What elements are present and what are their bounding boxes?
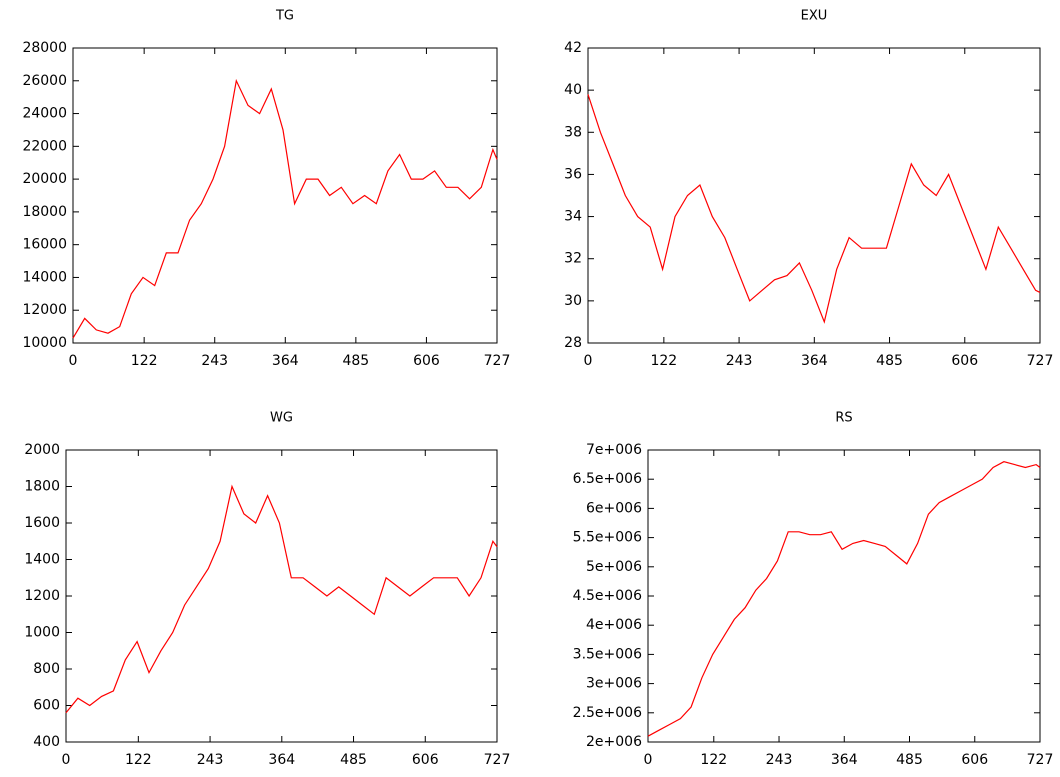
x-tick-label: 122 [700, 752, 727, 768]
x-tick-label: 364 [272, 353, 299, 369]
y-tick-label: 38 [564, 124, 582, 140]
x-tick-label: 485 [340, 752, 367, 768]
y-tick-label: 10000 [22, 335, 67, 351]
y-tick-label: 18000 [22, 204, 67, 220]
x-tick-label: 243 [197, 752, 224, 768]
y-tick-label: 28 [564, 335, 582, 351]
y-tick-label: 7e+006 [586, 442, 642, 458]
chart-title: EXU [801, 9, 828, 24]
y-tick-label: 36 [564, 166, 582, 182]
chart-title: WG [270, 411, 293, 426]
x-tick-label: 0 [584, 353, 593, 369]
y-tick-label: 1200 [24, 588, 60, 604]
x-tick-label: 485 [876, 353, 903, 369]
y-tick-label: 22000 [22, 138, 67, 154]
y-tick-label: 28000 [22, 40, 67, 56]
y-tick-label: 4.5e+006 [573, 588, 642, 604]
data-line [65, 484, 498, 714]
y-tick-label: 1800 [24, 479, 60, 495]
y-tick-label: 800 [33, 661, 60, 677]
y-tick-label: 6e+006 [586, 500, 642, 516]
x-tick-label: 243 [201, 353, 228, 369]
x-tick-label: 727 [484, 353, 511, 369]
x-tick-label: 0 [62, 752, 71, 768]
y-tick-label: 12000 [22, 302, 67, 318]
y-tick-label: 26000 [22, 73, 67, 89]
x-tick-label: 0 [644, 752, 653, 768]
x-tick-label: 122 [650, 353, 677, 369]
x-tick-label: 606 [412, 752, 439, 768]
plot-frame [587, 47, 1041, 344]
x-tick-label: 122 [131, 353, 158, 369]
y-tick-label: 24000 [22, 106, 67, 122]
y-tick-label: 2e+006 [586, 734, 642, 750]
x-tick-label: 485 [342, 353, 369, 369]
y-tick-label: 40 [564, 82, 582, 98]
x-tick-label: 364 [831, 752, 858, 768]
plot-frame [647, 449, 1041, 743]
y-tick-label: 30 [564, 293, 582, 309]
y-tick-label: 6.5e+006 [573, 471, 642, 487]
y-tick-label: 3e+006 [586, 676, 642, 692]
data-line [587, 94, 1041, 324]
x-tick-label: 606 [413, 353, 440, 369]
x-tick-label: 243 [766, 752, 793, 768]
y-tick-label: 32 [564, 251, 582, 267]
x-tick-label: 364 [268, 752, 295, 768]
plot-frame [65, 449, 498, 743]
y-tick-label: 2.5e+006 [573, 705, 642, 721]
chart-title: TG [275, 9, 294, 24]
x-tick-label: 727 [484, 752, 511, 768]
y-tick-label: 1400 [24, 552, 60, 568]
y-tick-label: 4e+006 [586, 617, 642, 633]
data-line [72, 78, 498, 339]
x-tick-label: 243 [726, 353, 753, 369]
y-tick-label: 3.5e+006 [573, 646, 642, 662]
y-tick-label: 14000 [22, 269, 67, 285]
y-tick-label: 1000 [24, 625, 60, 641]
y-tick-label: 400 [33, 734, 60, 750]
data-line [647, 461, 1041, 737]
chart-title: RS [835, 411, 852, 426]
x-tick-label: 606 [961, 752, 988, 768]
plot-frame [72, 47, 498, 344]
y-tick-label: 600 [33, 698, 60, 714]
y-tick-label: 42 [564, 40, 582, 56]
y-tick-label: 1600 [24, 515, 60, 531]
y-tick-label: 20000 [22, 171, 67, 187]
x-tick-label: 485 [896, 752, 923, 768]
x-tick-label: 364 [801, 353, 828, 369]
x-tick-label: 727 [1027, 353, 1054, 369]
y-tick-label: 2000 [24, 442, 60, 458]
x-tick-label: 727 [1027, 752, 1054, 768]
x-tick-label: 122 [125, 752, 152, 768]
y-tick-label: 16000 [22, 237, 67, 253]
y-tick-label: 34 [564, 209, 582, 225]
y-tick-label: 5.5e+006 [573, 530, 642, 546]
x-tick-label: 0 [69, 353, 78, 369]
x-tick-label: 606 [951, 353, 978, 369]
y-tick-label: 5e+006 [586, 559, 642, 575]
